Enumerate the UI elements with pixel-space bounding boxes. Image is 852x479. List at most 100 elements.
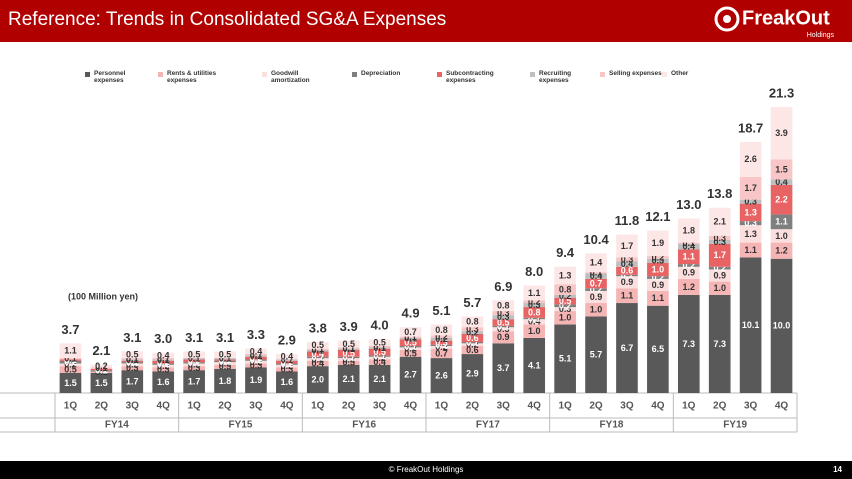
segment-label: 2.6 <box>744 154 757 164</box>
segment-label: 0.2 <box>64 360 77 370</box>
bar-segment <box>368 355 391 357</box>
total-label: 5.1 <box>432 303 450 318</box>
segment-label: 0.2 <box>95 361 108 371</box>
segment-label: 0.2 <box>312 354 325 364</box>
bar-segment <box>770 242 793 259</box>
segment-label: 1.7 <box>126 376 139 386</box>
bar-segment <box>585 272 607 274</box>
bar-segment <box>337 340 360 348</box>
bar-segment <box>183 366 205 371</box>
segment-label: 0.1 <box>342 352 355 362</box>
segment-label: 0.1 <box>312 346 325 356</box>
segment-label: 0.1 <box>590 268 603 278</box>
bar-segment <box>770 179 793 185</box>
x-tick-label: 2Q <box>713 401 727 412</box>
bar-segment <box>708 269 731 282</box>
bar-segment <box>739 257 762 393</box>
segment-label: 2.1 <box>342 374 355 384</box>
bar-segment <box>368 346 391 348</box>
bar-segment <box>183 359 205 363</box>
bar-segment <box>461 333 484 342</box>
bar-segment <box>399 350 422 357</box>
segment-label: 0.2 <box>157 357 170 367</box>
segment-label: 0.2 <box>64 357 77 367</box>
segment-label: 0.1 <box>95 363 108 373</box>
legend-swatch <box>262 72 267 77</box>
segment-label: 0.3 <box>744 218 757 228</box>
segment-label: 0.8 <box>497 301 510 311</box>
segment-label: 1.2 <box>683 282 696 292</box>
segment-label: 0.3 <box>466 324 479 334</box>
bar-segment <box>585 316 607 393</box>
segment-label: 0.4 <box>775 177 788 187</box>
bar-segment <box>306 348 329 351</box>
bar-segment <box>337 347 360 349</box>
page-number: 14 <box>833 465 842 474</box>
segment-label: 1.4 <box>590 258 603 268</box>
bar-segment <box>554 307 576 312</box>
bar-segment <box>430 335 453 338</box>
segment-label: 0.4 <box>312 349 325 359</box>
segment-label: 0.9 <box>590 292 603 302</box>
bar-segment <box>430 346 453 349</box>
segment-label: 1.0 <box>590 305 603 315</box>
bar-segment <box>399 356 422 393</box>
bar-segment <box>59 359 82 361</box>
bar-segment <box>523 324 546 338</box>
bar-segment <box>399 339 422 347</box>
total-label: 3.0 <box>154 331 172 346</box>
bar-segment <box>585 288 607 291</box>
total-label: 3.1 <box>123 330 141 345</box>
bar-segment <box>276 360 298 364</box>
segment-label: 1.7 <box>744 183 757 193</box>
segment-label: 0.6 <box>466 345 479 355</box>
bar-segment <box>585 290 607 304</box>
x-tick-label: 1Q <box>187 401 201 412</box>
segment-label: 0.1 <box>373 343 386 353</box>
segment-label: 1.1 <box>621 291 634 301</box>
bar-segment <box>554 324 576 393</box>
segment-label: 0.1 <box>64 355 77 365</box>
segment-label: 0.1 <box>404 333 417 343</box>
legend-entry: Subcontracting expenses <box>437 70 508 84</box>
bar-segment <box>152 371 175 393</box>
bar-segment <box>245 356 267 360</box>
bar-segment <box>90 370 113 372</box>
segment-label: 0.2 <box>466 340 479 350</box>
segment-label: 1.0 <box>528 326 541 336</box>
legend-swatch <box>85 72 90 77</box>
bar-segment <box>59 358 82 360</box>
logo-text: FreakOut <box>742 7 830 29</box>
bar-segment <box>523 317 546 320</box>
bar-segment <box>461 354 484 393</box>
bar-segment <box>739 141 762 177</box>
segment-label: 0.5 <box>373 347 386 357</box>
bar-segment <box>245 363 267 368</box>
segment-label: 0.2 <box>528 297 541 307</box>
bar-segment <box>276 354 298 360</box>
segment-label: 0.3 <box>652 256 665 266</box>
bar-segment <box>121 363 144 367</box>
bar-segment <box>647 230 669 257</box>
group-label: FY16 <box>352 420 376 431</box>
segment-label: 0.2 <box>250 353 263 363</box>
legend-entry: Recruiting expenses <box>530 70 601 84</box>
segment-label: 0.3 <box>435 338 448 348</box>
bar-segment <box>337 360 360 365</box>
bar-segment <box>399 337 422 340</box>
bar-segment <box>461 341 484 344</box>
segment-label: 1.7 <box>188 376 201 386</box>
segment-label: 0.5 <box>64 364 77 374</box>
segment-label: 0.3 <box>713 233 726 243</box>
segment-label: 0.2 <box>466 327 479 337</box>
legend-swatch <box>662 72 667 77</box>
segment-label: 10.0 <box>773 321 791 331</box>
bar-segment <box>708 281 731 295</box>
segment-label: 0.5 <box>126 350 139 360</box>
segment-label: 0.2 <box>559 291 572 301</box>
bar-segment <box>492 319 515 326</box>
segment-label: 0.1 <box>157 355 170 365</box>
segment-label: 0.3 <box>497 324 510 334</box>
bar-segment <box>152 360 175 364</box>
segment-label: 1.1 <box>683 252 696 262</box>
